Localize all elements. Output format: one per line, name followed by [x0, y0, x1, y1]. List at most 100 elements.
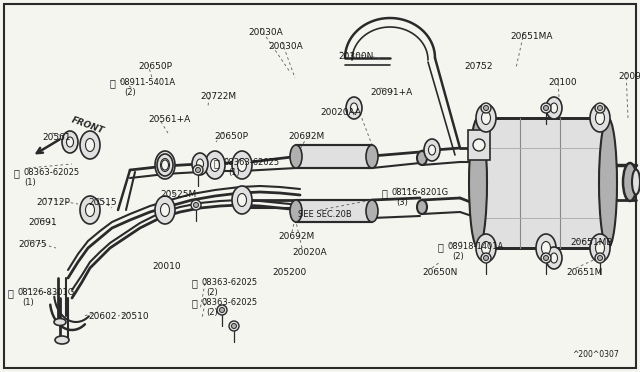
- Ellipse shape: [590, 234, 610, 262]
- Ellipse shape: [55, 336, 69, 344]
- Ellipse shape: [417, 151, 427, 165]
- Text: (1): (1): [22, 298, 34, 307]
- Ellipse shape: [86, 203, 95, 217]
- Ellipse shape: [546, 97, 562, 119]
- Ellipse shape: [196, 159, 204, 169]
- Text: Ⓝ: Ⓝ: [110, 78, 116, 88]
- Text: 20030A: 20030A: [268, 42, 303, 51]
- Text: 20650P: 20650P: [138, 62, 172, 71]
- Ellipse shape: [211, 158, 220, 171]
- Ellipse shape: [366, 200, 378, 222]
- Text: 08116-8201G: 08116-8201G: [392, 188, 449, 197]
- Ellipse shape: [80, 131, 100, 159]
- Circle shape: [217, 305, 227, 315]
- Ellipse shape: [237, 193, 246, 206]
- Ellipse shape: [481, 112, 490, 125]
- Text: 205200: 205200: [272, 268, 307, 277]
- Circle shape: [191, 200, 201, 210]
- Text: 08363-62025: 08363-62025: [202, 298, 258, 307]
- Text: FRONT: FRONT: [70, 116, 105, 136]
- Ellipse shape: [417, 200, 427, 214]
- Text: ^200^0307: ^200^0307: [572, 350, 619, 359]
- Text: 20752: 20752: [464, 62, 493, 71]
- Circle shape: [543, 106, 548, 110]
- Circle shape: [598, 256, 602, 260]
- Text: (1): (1): [24, 178, 36, 187]
- Ellipse shape: [351, 103, 358, 113]
- Text: (2): (2): [452, 252, 464, 261]
- Ellipse shape: [86, 138, 95, 151]
- Text: 20020AA: 20020AA: [320, 108, 361, 117]
- Polygon shape: [468, 130, 490, 160]
- Text: 20675: 20675: [18, 240, 47, 249]
- Text: (3): (3): [396, 198, 408, 207]
- Ellipse shape: [161, 203, 170, 217]
- Text: Ⓝ: Ⓝ: [438, 242, 444, 252]
- Ellipse shape: [546, 247, 562, 269]
- Ellipse shape: [632, 170, 640, 195]
- Circle shape: [195, 167, 200, 173]
- Ellipse shape: [232, 151, 252, 179]
- Ellipse shape: [366, 145, 378, 168]
- Circle shape: [473, 139, 485, 151]
- Ellipse shape: [232, 186, 252, 214]
- Text: 20090: 20090: [618, 72, 640, 81]
- Text: 20510: 20510: [120, 312, 148, 321]
- Ellipse shape: [541, 241, 550, 254]
- Polygon shape: [296, 200, 372, 222]
- Ellipse shape: [599, 118, 617, 248]
- Ellipse shape: [536, 234, 556, 262]
- Ellipse shape: [469, 118, 487, 248]
- Ellipse shape: [237, 158, 246, 171]
- Text: (1): (1): [228, 168, 240, 177]
- Circle shape: [232, 324, 237, 328]
- Ellipse shape: [429, 145, 435, 155]
- Text: 08363-62025: 08363-62025: [224, 158, 280, 167]
- Text: 20561+A: 20561+A: [148, 115, 190, 124]
- Ellipse shape: [54, 318, 66, 326]
- Ellipse shape: [476, 104, 496, 132]
- Text: Ⓢ: Ⓢ: [192, 298, 198, 308]
- Ellipse shape: [481, 241, 490, 254]
- Text: 08363-62025: 08363-62025: [24, 168, 80, 177]
- Circle shape: [481, 103, 491, 113]
- Text: 20712P: 20712P: [36, 198, 70, 207]
- Text: 20692M: 20692M: [288, 132, 324, 141]
- Ellipse shape: [550, 253, 557, 263]
- Circle shape: [595, 103, 605, 113]
- Text: Ⓢ: Ⓢ: [214, 158, 220, 168]
- Text: 20651MA: 20651MA: [510, 32, 552, 41]
- Text: Ⓢ: Ⓢ: [192, 278, 198, 288]
- Text: 20651M: 20651M: [566, 268, 602, 277]
- Text: 08918-1401A: 08918-1401A: [448, 242, 504, 251]
- Ellipse shape: [192, 153, 208, 175]
- Text: 20020A: 20020A: [292, 248, 326, 257]
- Text: 20100: 20100: [548, 78, 577, 87]
- Ellipse shape: [62, 131, 78, 153]
- Text: 20602: 20602: [88, 312, 116, 321]
- Ellipse shape: [623, 163, 637, 201]
- Ellipse shape: [595, 241, 605, 254]
- Text: 20010: 20010: [152, 262, 180, 271]
- Circle shape: [481, 253, 491, 263]
- Polygon shape: [478, 118, 608, 248]
- Ellipse shape: [424, 139, 440, 161]
- Ellipse shape: [161, 158, 170, 171]
- Text: (2): (2): [206, 288, 218, 297]
- Text: 20650N: 20650N: [422, 268, 458, 277]
- Ellipse shape: [290, 145, 302, 168]
- Text: 20691: 20691: [28, 218, 56, 227]
- Circle shape: [220, 308, 225, 312]
- Text: 20515: 20515: [88, 198, 116, 207]
- Ellipse shape: [590, 104, 610, 132]
- Text: (2): (2): [124, 88, 136, 97]
- Circle shape: [541, 103, 551, 113]
- Ellipse shape: [595, 112, 605, 125]
- Ellipse shape: [476, 234, 496, 262]
- Circle shape: [543, 256, 548, 260]
- Ellipse shape: [155, 151, 175, 179]
- Ellipse shape: [157, 154, 173, 176]
- Text: SEE SEC.20B: SEE SEC.20B: [298, 210, 352, 219]
- Text: 20561: 20561: [42, 133, 70, 142]
- Ellipse shape: [550, 103, 557, 113]
